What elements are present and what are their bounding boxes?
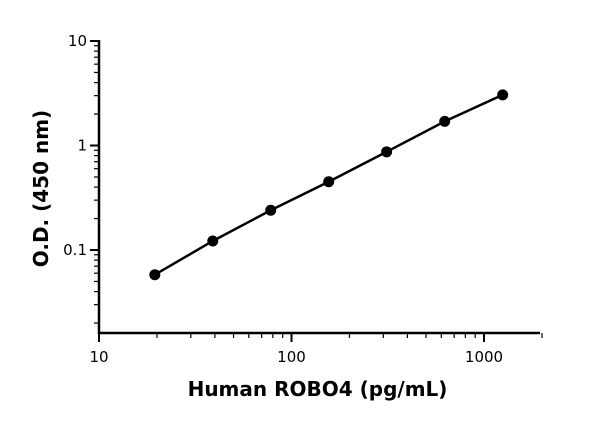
y-tick-label: 1 [77, 137, 87, 155]
x-minor-ticks [156, 333, 543, 338]
data-point [497, 89, 509, 101]
data-point [381, 146, 393, 158]
data-point [149, 269, 161, 281]
x-major-ticks: 10 100 1000 [89, 333, 503, 366]
plot-series [149, 89, 509, 281]
y-axis-title: O.D. (450 nm) [29, 110, 53, 267]
data-point [439, 115, 451, 127]
data-point [207, 235, 219, 247]
data-point [265, 204, 277, 216]
x-tick-label: 1000 [465, 348, 503, 366]
y-tick-label: 10 [68, 32, 87, 50]
x-axis-title: Human ROBO4 (pg/mL) [188, 377, 448, 401]
y-tick-label: 0.1 [63, 241, 87, 259]
x-axis: 10 100 1000 [89, 331, 543, 366]
data-point [323, 176, 335, 188]
y-minor-ticks [94, 45, 99, 324]
x-tick-label: 100 [277, 348, 306, 366]
x-tick-label: 10 [89, 348, 108, 366]
y-axis: 0.1 1 10 [63, 32, 101, 334]
y-major-ticks: 0.1 1 10 [63, 32, 99, 259]
